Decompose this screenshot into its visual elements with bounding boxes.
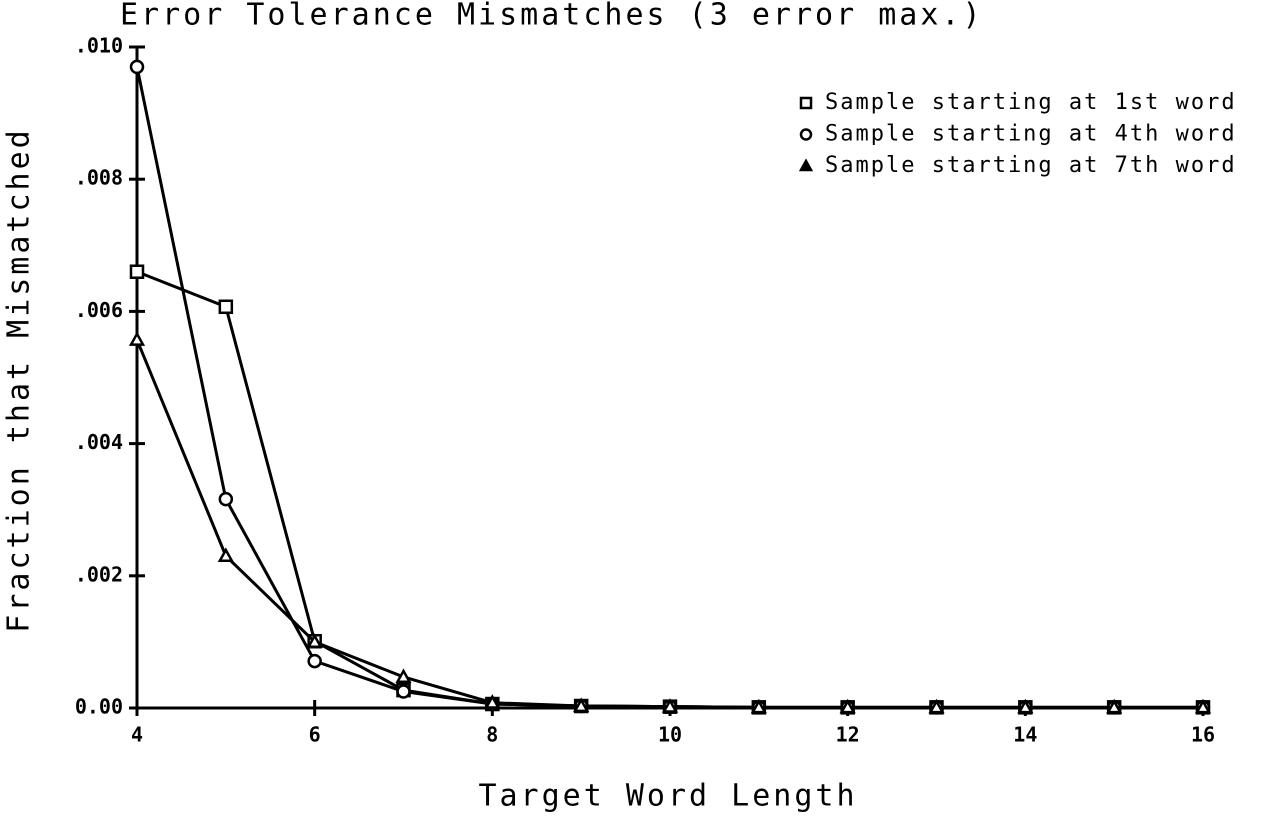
data-point <box>1106 698 1123 714</box>
x-tick-label: 14 <box>1013 723 1037 747</box>
data-point <box>129 264 145 279</box>
legend-label: Sample starting at 7th word <box>825 153 1237 178</box>
data-point <box>573 697 590 713</box>
data-point <box>395 668 412 683</box>
legend-label: Sample starting at 4th word <box>825 122 1237 147</box>
data-point <box>217 547 234 563</box>
y-tick-label: .010 <box>75 34 123 58</box>
series-line <box>136 270 1203 709</box>
data-point <box>306 633 323 648</box>
data-point <box>129 59 145 75</box>
chart-title: Error Tolerance Mismatches (3 error max.… <box>120 0 984 33</box>
data-point <box>218 299 234 315</box>
legend-marker <box>799 128 813 141</box>
data-point <box>307 653 322 669</box>
data-point <box>128 331 146 346</box>
x-tick-label: 10 <box>658 723 682 747</box>
y-tick-label: 0.00 <box>75 695 123 719</box>
legend-marker <box>798 158 814 172</box>
x-tick-label: 8 <box>486 723 498 747</box>
data-point <box>750 698 767 714</box>
data-point <box>1017 698 1034 714</box>
x-axis-label: Target Word Length <box>478 779 857 814</box>
series-line <box>135 339 1203 709</box>
y-tick-label: .004 <box>75 430 123 454</box>
y-tick-label: .008 <box>75 166 123 190</box>
x-tick-label: 12 <box>836 723 860 747</box>
legend-marker <box>799 96 813 110</box>
y-tick-label: .002 <box>75 562 123 586</box>
x-tick-label: 4 <box>131 723 143 747</box>
data-point <box>218 491 234 507</box>
x-tick-label: 6 <box>309 723 321 747</box>
y-tick-label: .006 <box>75 298 123 322</box>
data-point <box>484 694 501 709</box>
y-axis-label: Fraction that Mismatched <box>2 127 37 632</box>
data-point <box>928 698 945 714</box>
legend-label: Sample starting at 1st word <box>825 90 1237 115</box>
data-point <box>661 698 679 713</box>
data-point <box>839 698 856 714</box>
data-point <box>396 684 411 699</box>
x-tick-label: 16 <box>1191 723 1215 747</box>
data-point <box>1194 698 1212 714</box>
